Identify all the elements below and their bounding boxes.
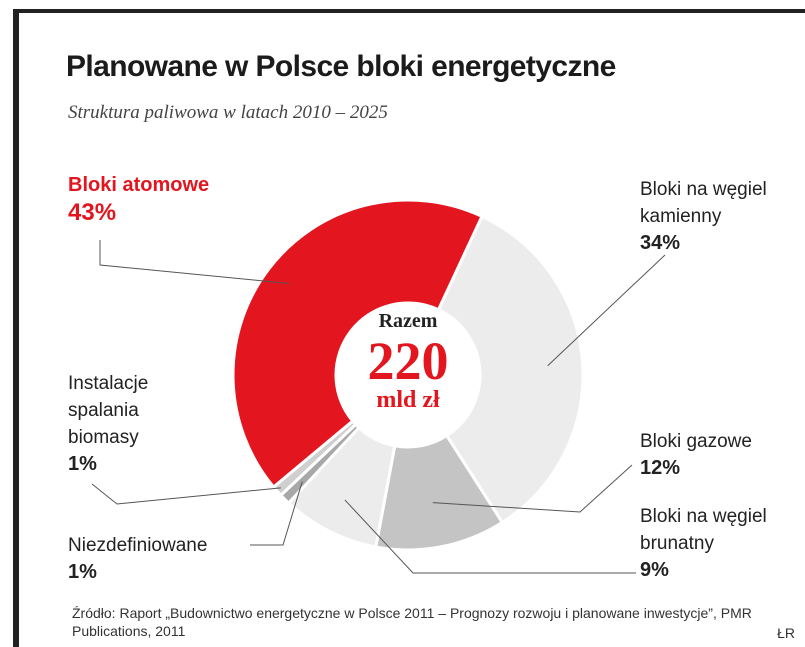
leader-kamienny	[547, 254, 666, 367]
label-niezdef-name: Niezdefiniowane	[68, 535, 208, 556]
leader-lines	[91, 240, 666, 574]
label-gazowe-pct: 12%	[640, 457, 681, 479]
label-niezdef: Niezdefiniowane 1%	[68, 532, 207, 586]
source-note: Źródło: Raport „Budownictwo energetyczne…	[72, 605, 752, 639]
center-unit: mld zł	[376, 387, 440, 413]
donut-center: Razem 220 mld zł	[338, 310, 478, 413]
label-brunatny-line2: brunatny	[640, 533, 714, 554]
leader-niezdef	[250, 481, 303, 546]
slice-wegiel-kamienny	[436, 214, 585, 525]
label-biomasa-line3: biomasy	[68, 427, 139, 448]
label-brunatny-line1: Bloki na węgiel	[640, 506, 767, 527]
leader-atom	[99, 240, 290, 284]
frame-left-rule	[13, 9, 19, 647]
frame-top-rule	[13, 9, 805, 13]
label-brunatny-pct: 9%	[640, 559, 669, 581]
label-kamienny: Bloki na węgiel kamienny 34%	[640, 176, 767, 257]
label-atom-name: Bloki atomowe	[68, 174, 210, 196]
label-gazowe: Bloki gazowe 12%	[640, 428, 752, 482]
donut-slices	[231, 198, 585, 552]
slice-atomowe	[231, 198, 484, 490]
label-biomasa-line1: Instalacje	[68, 373, 149, 394]
label-niezdef-pct: 1%	[68, 561, 97, 583]
author-initials: ŁR	[777, 625, 795, 641]
label-kamienny-pct: 34%	[640, 232, 681, 254]
label-atom-pct: 43%	[68, 199, 117, 226]
leader-biomasa	[91, 483, 281, 505]
chart-subtitle: Struktura paliwowa w latach 2010 – 2025	[68, 102, 388, 123]
label-kamienny-line2: kamienny	[640, 206, 722, 227]
label-biomasa-line2: spalania	[68, 400, 139, 421]
label-gazowe-name: Bloki gazowe	[640, 431, 752, 452]
label-brunatny: Bloki na węgiel brunatny 9%	[640, 503, 767, 584]
leader-brunatny	[344, 499, 636, 574]
center-value: 220	[367, 331, 449, 391]
label-biomasa: Instalacje spalania biomasy 1%	[68, 370, 148, 478]
label-atom: Bloki atomowe 43%	[68, 172, 209, 226]
label-biomasa-pct: 1%	[68, 453, 97, 475]
center-label: Razem	[378, 310, 438, 332]
chart-title: Planowane w Polsce bloki energetyczne	[66, 50, 616, 83]
leader-gazowe	[432, 464, 633, 513]
label-kamienny-line1: Bloki na węgiel	[640, 179, 767, 200]
